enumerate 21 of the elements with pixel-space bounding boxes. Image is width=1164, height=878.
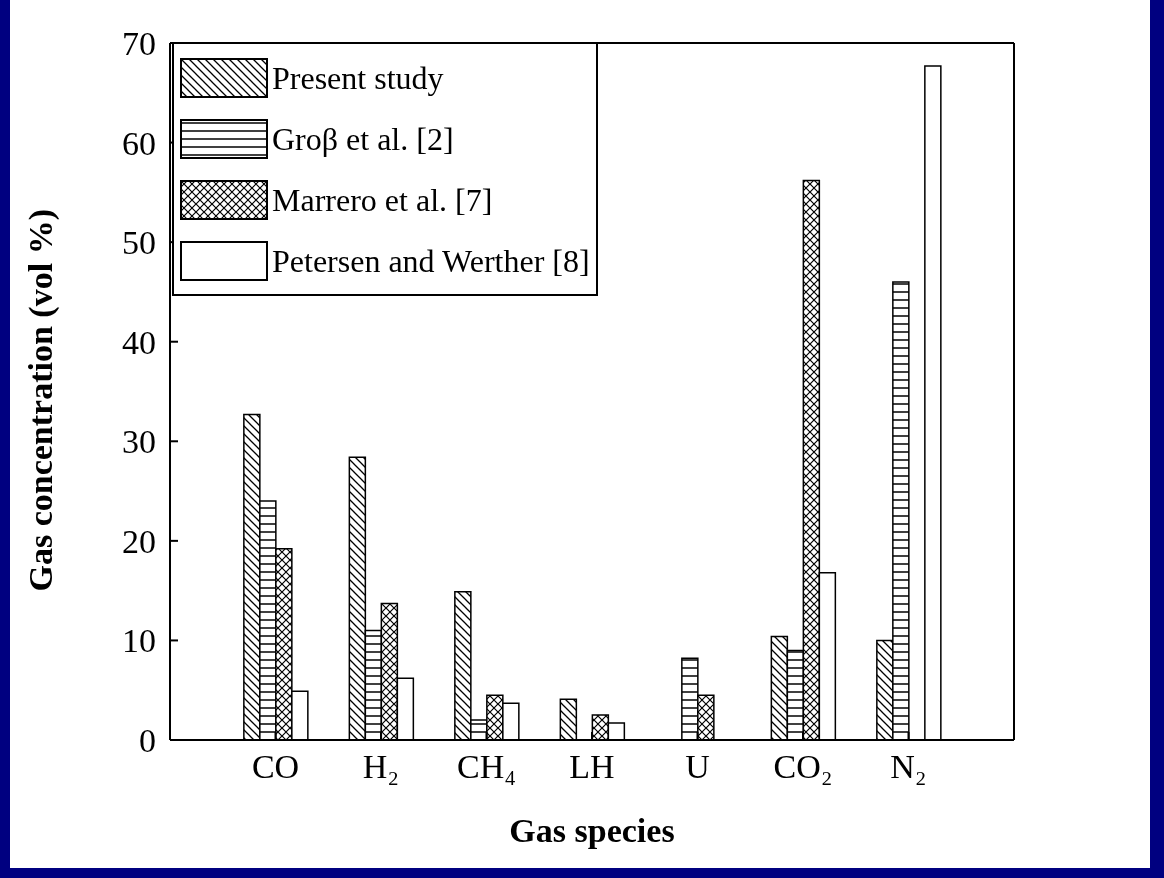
legend-label: Groβ et al. [2] bbox=[272, 120, 454, 157]
x-tick-label: U bbox=[685, 748, 710, 786]
x-tick-label: CH₄ bbox=[456, 748, 517, 786]
x-tick-label: LH bbox=[569, 748, 615, 786]
y-tick-label: 0 bbox=[139, 722, 156, 760]
y-tick-label: 50 bbox=[122, 224, 156, 262]
y-tick-label: 40 bbox=[122, 323, 156, 361]
y-tick-label: 60 bbox=[122, 124, 156, 162]
y-tick-label: 20 bbox=[122, 522, 156, 560]
legend-label: Present study bbox=[272, 59, 444, 96]
legend-label: Marrero et al. [7] bbox=[272, 181, 493, 218]
x-tick-label: CO₂ bbox=[773, 748, 833, 786]
y-tick-label: 30 bbox=[122, 423, 156, 461]
y-tick-label: 70 bbox=[122, 25, 156, 63]
y-axis-title: Gas concentration (vol %) bbox=[22, 209, 61, 592]
x-tick-label: N₂ bbox=[890, 748, 927, 786]
x-axis-title: Gas species bbox=[509, 812, 675, 849]
y-tick-label: 10 bbox=[122, 622, 156, 660]
x-tick-label: H₂ bbox=[362, 748, 400, 786]
legend-label: Petersen and Werther [8] bbox=[272, 242, 590, 279]
x-tick-label: CO bbox=[251, 748, 300, 786]
